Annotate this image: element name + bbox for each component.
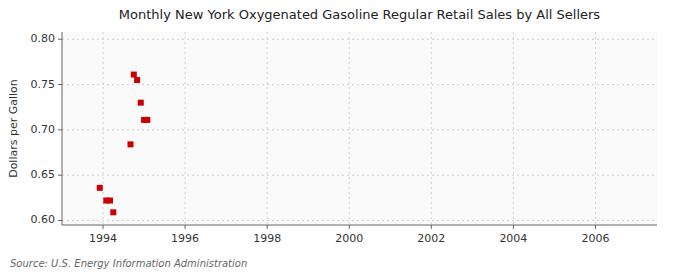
grid-line-y (62, 220, 657, 221)
y-axis-line (62, 32, 63, 225)
x-tick (267, 225, 268, 229)
grid-line-y (62, 175, 657, 176)
grid-line-y (62, 39, 657, 40)
y-tick (58, 84, 62, 85)
y-tick-label: 0.80 (31, 32, 56, 45)
point (107, 198, 113, 204)
chart-container: 0.60 0.65 0.70 0.75 0.80 1994 1996 1998 2000 2002… (0, 0, 675, 275)
grid-line-x (431, 32, 432, 225)
y-tick-label: 0.60 (31, 213, 56, 226)
x-tick-label: 1994 (89, 232, 117, 245)
x-tick-label: 2000 (335, 232, 363, 245)
grid-line-y (62, 84, 657, 85)
y-tick-label: 0.75 (31, 78, 56, 91)
y-axis-label: Dollars per Gallon (7, 79, 20, 178)
axes: 0.60 0.65 0.70 0.75 0.80 1994 1996 1998 2000 2002… (31, 32, 658, 245)
source: Source: U.S. Energy Information Administ… (10, 258, 247, 269)
x-tick-label: 2002 (417, 232, 445, 245)
x-tick (513, 225, 514, 229)
chart: 0.60 0.65 0.70 0.75 0.80 1994 1996 1998 2000 2002… (0, 0, 675, 275)
point (138, 100, 144, 106)
point (134, 77, 140, 83)
y-tick (58, 220, 62, 221)
point (144, 117, 150, 123)
x-tick (103, 225, 104, 229)
point (97, 185, 103, 191)
grid-line-x (513, 32, 514, 225)
x-tick-label: 2004 (499, 232, 527, 245)
grid-line-y (62, 129, 657, 130)
x-tick (431, 225, 432, 229)
points (97, 72, 151, 216)
y-tick (58, 175, 62, 176)
y-tick (58, 129, 62, 130)
grid-line-x (349, 32, 350, 225)
plot-area (62, 32, 657, 225)
x-tick-label: 2006 (581, 232, 609, 245)
y-tick (58, 39, 62, 40)
x-tick (349, 225, 350, 229)
x-tick-label: 1998 (253, 232, 281, 245)
x-tick (595, 225, 596, 229)
grid-line-x (595, 32, 596, 225)
grid-line-x (267, 32, 268, 225)
title: Monthly New York Oxygenated Gasoline Reg… (119, 7, 600, 22)
x-tick (185, 225, 186, 229)
grid (62, 32, 657, 225)
point (110, 209, 116, 215)
point (128, 141, 134, 147)
y-tick-label: 0.70 (31, 123, 56, 136)
grid-line-x (103, 32, 104, 225)
point (131, 72, 137, 78)
grid-line-x (185, 32, 186, 225)
y-tick-label: 0.65 (31, 168, 56, 181)
x-tick-label: 1996 (171, 232, 199, 245)
x-axis-line (62, 225, 657, 226)
